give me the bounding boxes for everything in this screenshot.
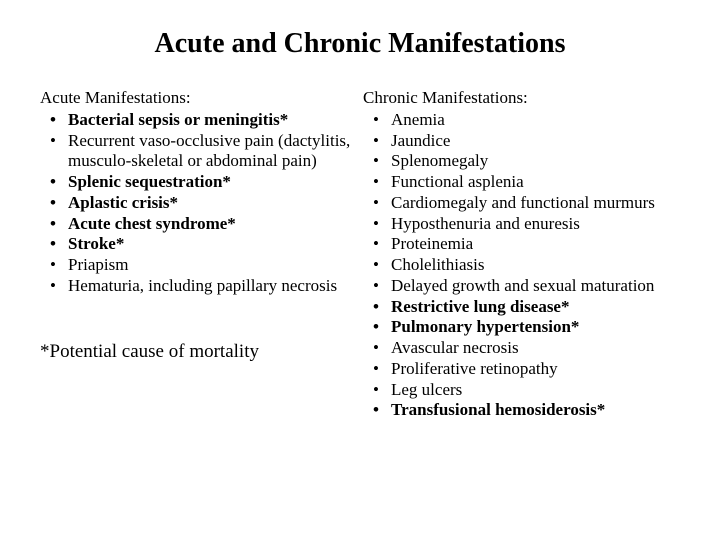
- list-item: Leg ulcers: [373, 380, 680, 401]
- list-item: Aplastic crisis*: [50, 193, 357, 214]
- list-item: Avascular necrosis: [373, 338, 680, 359]
- slide: Acute and Chronic Manifestations Acute M…: [0, 0, 720, 540]
- list-item: Acute chest syndrome*: [50, 214, 357, 235]
- list-item: Stroke*: [50, 234, 357, 255]
- list-item: Recurrent vaso-occlusive pain (dactyliti…: [50, 131, 357, 172]
- left-column: Acute Manifestations: Bacterial sepsis o…: [40, 88, 357, 421]
- list-item: Priapism: [50, 255, 357, 276]
- list-item: Proliferative retinopathy: [373, 359, 680, 380]
- list-item: Hyposthenuria and enuresis: [373, 214, 680, 235]
- right-list: AnemiaJaundiceSplenomegalyFunctional asp…: [363, 110, 680, 421]
- list-item: Jaundice: [373, 131, 680, 152]
- left-column-header: Acute Manifestations:: [40, 88, 357, 108]
- list-item: Splenomegaly: [373, 151, 680, 172]
- right-column-header: Chronic Manifestations:: [363, 88, 680, 108]
- list-item: Bacterial sepsis or meningitis*: [50, 110, 357, 131]
- list-item: Functional asplenia: [373, 172, 680, 193]
- page-title: Acute and Chronic Manifestations: [40, 28, 680, 60]
- list-item: Cardiomegaly and functional murmurs: [373, 193, 680, 214]
- list-item: Anemia: [373, 110, 680, 131]
- list-item: Hematuria, including papillary necrosis: [50, 276, 357, 297]
- list-item: Proteinemia: [373, 234, 680, 255]
- footer-note: *Potential cause of mortality: [40, 341, 357, 363]
- columns: Acute Manifestations: Bacterial sepsis o…: [40, 88, 680, 421]
- list-item: Restrictive lung disease*: [373, 297, 680, 318]
- list-item: Pulmonary hypertension*: [373, 317, 680, 338]
- left-list: Bacterial sepsis or meningitis*Recurrent…: [40, 110, 357, 297]
- list-item: Cholelithiasis: [373, 255, 680, 276]
- list-item: Delayed growth and sexual maturation: [373, 276, 680, 297]
- list-item: Splenic sequestration*: [50, 172, 357, 193]
- right-column: Chronic Manifestations: AnemiaJaundiceSp…: [363, 88, 680, 421]
- list-item: Transfusional hemosiderosis*: [373, 400, 680, 421]
